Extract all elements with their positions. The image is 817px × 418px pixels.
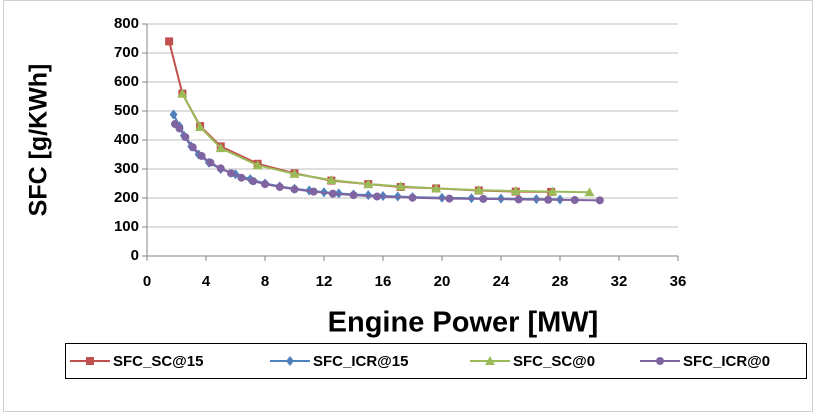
marker [206, 158, 215, 167]
marker [363, 179, 374, 189]
marker [479, 194, 488, 203]
marker [181, 133, 190, 142]
y-axis-title: SFC [g/KWh] [25, 64, 53, 217]
marker [237, 173, 246, 182]
marker [510, 186, 521, 196]
marker [547, 186, 558, 196]
legend-label: SFC_ICR@15 [313, 353, 409, 370]
legend-marker [286, 356, 294, 366]
marker [188, 143, 197, 152]
marker [349, 191, 358, 200]
marker [326, 175, 337, 185]
x-tick-label: 8 [261, 273, 269, 290]
y-tick-label: 700 [114, 44, 139, 61]
marker [275, 182, 284, 191]
marker [445, 194, 454, 203]
marker [328, 189, 337, 198]
marker [169, 109, 178, 120]
marker [395, 181, 406, 191]
x-tick-label: 36 [670, 273, 687, 290]
legend-marker [485, 356, 495, 365]
marker [227, 169, 236, 178]
marker [197, 151, 206, 160]
marker [373, 192, 382, 201]
x-axis-title: Engine Power [MW] [328, 307, 599, 339]
marker [473, 185, 484, 195]
legend-label: SFC_ICR@0 [683, 353, 770, 370]
marker [261, 180, 269, 189]
marker [514, 195, 523, 204]
y-tick-label: 300 [114, 160, 139, 177]
legend-marker [656, 357, 664, 365]
legend-label: SFC_SC@0 [513, 353, 595, 370]
marker [252, 160, 263, 170]
marker [431, 183, 442, 193]
marker [584, 187, 595, 197]
legend-marker [86, 357, 94, 365]
x-tick-label: 4 [202, 273, 211, 290]
marker [309, 187, 318, 196]
y-tick-label: 600 [114, 73, 139, 90]
y-tick-label: 0 [131, 247, 139, 264]
marker [165, 37, 174, 46]
x-tick-label: 12 [316, 273, 333, 290]
marker [290, 185, 299, 194]
y-tick-label: 500 [114, 102, 139, 119]
y-tick-label: 200 [114, 189, 139, 206]
marker [570, 196, 579, 205]
marker [177, 88, 188, 98]
legend-label: SFC_SC@15 [113, 353, 204, 370]
marker [595, 196, 604, 205]
marker [544, 195, 553, 204]
x-tick-label: 0 [143, 273, 151, 290]
y-tick-label: 800 [114, 15, 139, 32]
x-tick-label: 24 [493, 273, 510, 290]
marker [195, 121, 206, 131]
marker [289, 168, 300, 178]
marker [216, 164, 225, 173]
marker [249, 177, 258, 186]
marker [215, 143, 226, 153]
x-tick-label: 20 [434, 273, 451, 290]
marker [175, 124, 184, 133]
x-tick-label: 28 [552, 273, 569, 290]
x-tick-label: 16 [375, 273, 392, 290]
x-tick-label: 32 [611, 273, 628, 290]
marker [408, 193, 417, 202]
legend-box [65, 343, 807, 379]
y-tick-label: 100 [114, 218, 139, 235]
y-tick-label: 400 [114, 131, 139, 148]
